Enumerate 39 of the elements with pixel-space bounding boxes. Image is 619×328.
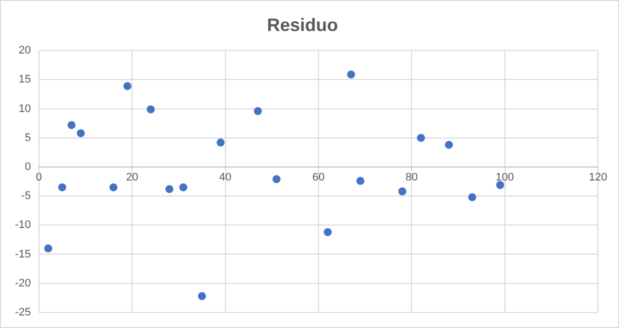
point (254, 107, 262, 116)
y-tick-label: -10 (14, 219, 31, 232)
y-tick-label: -15 (14, 248, 31, 260)
x-tick-label: 0 (36, 172, 42, 184)
point (347, 70, 356, 78)
x-tick-label: 120 (588, 172, 608, 184)
x-tick-label: 80 (406, 172, 418, 184)
point (272, 175, 281, 184)
y-tick-label: 0 (24, 160, 31, 173)
point (356, 176, 364, 185)
point (198, 292, 206, 300)
point (146, 105, 155, 114)
point (444, 140, 453, 149)
y-tick-label: -5 (21, 190, 31, 202)
point (109, 183, 118, 192)
point (398, 187, 406, 196)
y-tick-label: -20 (14, 277, 31, 290)
chart-title: Residuo (266, 14, 338, 35)
point (68, 121, 76, 130)
point (216, 138, 225, 147)
point (165, 185, 174, 194)
x-tick-label: 60 (312, 172, 325, 184)
point (58, 183, 66, 192)
y-tick-label: 5 (24, 132, 31, 144)
point (179, 183, 188, 192)
x-tick-label: 40 (219, 172, 232, 184)
y-tick-label: -25 (14, 306, 31, 318)
x-tick-label: 100 (496, 172, 514, 184)
point (496, 180, 504, 189)
point (76, 129, 85, 138)
point (416, 134, 425, 142)
x-tick-label: 20 (126, 172, 138, 184)
point (44, 244, 52, 252)
point (324, 228, 332, 236)
point (123, 82, 132, 90)
y-tick-label: 20 (18, 44, 31, 57)
y-tick-label: 15 (18, 74, 31, 86)
point (468, 193, 476, 202)
y-tick-label: 10 (18, 102, 31, 115)
